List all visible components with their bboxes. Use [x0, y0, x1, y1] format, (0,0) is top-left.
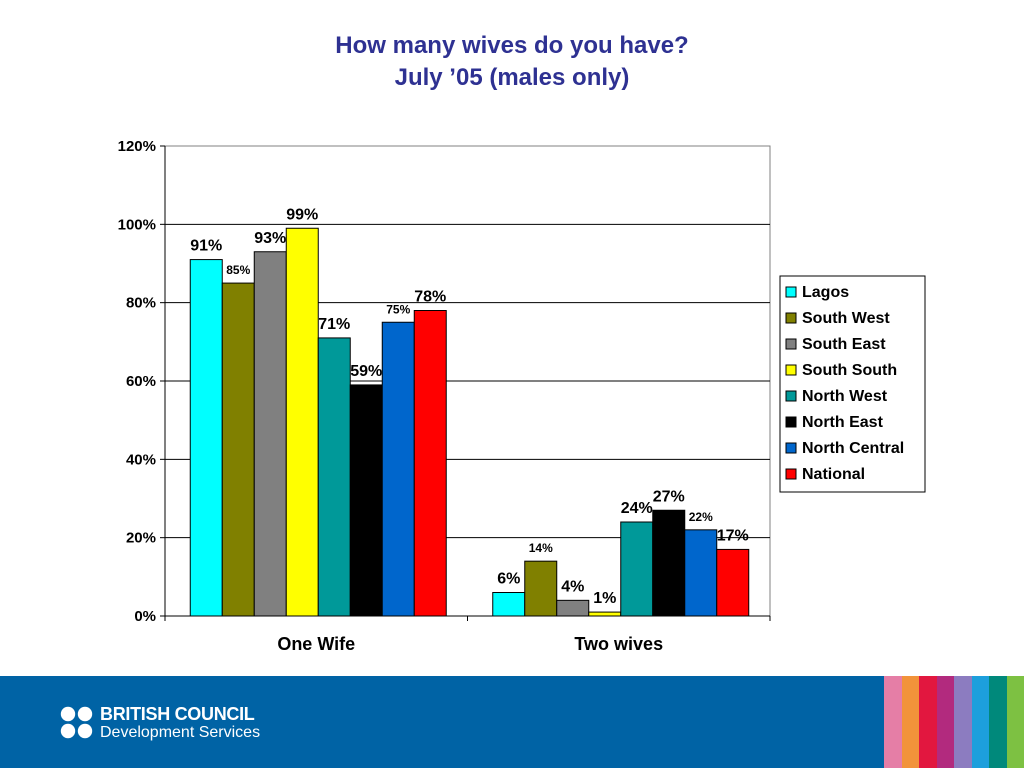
bar-south-west: [221, 282, 255, 617]
data-label: 14%: [529, 541, 553, 555]
legend-entry: South South: [802, 362, 897, 379]
bar-north-west: [317, 337, 351, 617]
bar-south-south: [285, 227, 319, 617]
y-tick-label: 120%: [118, 138, 156, 155]
data-label: 71%: [318, 316, 350, 333]
bar-north-central: [381, 321, 415, 617]
legend: [779, 275, 926, 493]
data-label: 78%: [414, 289, 446, 306]
y-tick-label: 20%: [126, 530, 156, 547]
legend-swatch: [785, 442, 797, 454]
legend-swatch: [785, 416, 797, 428]
y-tick-label: 80%: [126, 295, 156, 312]
legend-swatch: [785, 286, 797, 298]
data-label: 59%: [350, 363, 382, 380]
legend-swatch: [785, 312, 797, 324]
stripe-1: [884, 676, 902, 768]
legend-swatch: [785, 468, 797, 480]
data-label: 4%: [561, 578, 584, 595]
data-label: 17%: [717, 527, 749, 544]
title-line-1: How many wives do you have?: [335, 32, 689, 59]
bar-south-east: [253, 251, 287, 617]
data-label: 75%: [386, 302, 410, 316]
color-stripes: [884, 676, 1024, 768]
bar-chart: 0% 20% 40% 60% 80% 100% 120% 91% 85% 93%99% 71% 59%…: [118, 138, 926, 654]
bar-lagos: [492, 592, 526, 617]
stripe-3: [919, 676, 937, 768]
bar-national: [716, 548, 750, 617]
title-line-2: July ’05 (males only): [394, 64, 630, 91]
bar-north-central: [684, 529, 718, 617]
legend-entry: North Central: [802, 440, 904, 457]
data-label: 91%: [190, 238, 222, 255]
data-label: 1%: [593, 590, 616, 607]
stripe-6: [971, 676, 989, 768]
data-label: 24%: [621, 500, 653, 517]
data-label: 6%: [497, 571, 520, 588]
brand-name: BRITISH COUNCIL: [100, 704, 255, 724]
data-label: 27%: [653, 488, 685, 505]
y-tick-label: 60%: [126, 373, 156, 390]
bar-south-west: [524, 560, 558, 617]
bar-north-east: [652, 509, 686, 617]
legend-entry: South East: [802, 336, 886, 353]
legend-entry: South West: [802, 310, 890, 327]
stripe-8: [1006, 676, 1024, 768]
british-council-logo-icon: [60, 706, 93, 739]
chart-title: How many wives do you have? July ’05 (ma…: [0, 30, 1024, 94]
legend-swatch: [785, 338, 797, 350]
legend-entry: National: [802, 466, 865, 483]
bar-lagos: [189, 259, 223, 617]
stripe-7: [989, 676, 1007, 768]
stripe-5: [954, 676, 972, 768]
bar-national: [413, 310, 447, 617]
y-tick-label: 40%: [126, 451, 156, 468]
stripe-4: [936, 676, 954, 768]
data-label: 99%: [286, 206, 318, 223]
stripe-2: [901, 676, 919, 768]
data-label: 93%: [254, 230, 286, 247]
y-tick-label: 0%: [134, 608, 156, 625]
bar-north-west: [620, 521, 654, 617]
data-label: 22%: [689, 510, 713, 524]
bar-south-east: [556, 599, 590, 617]
brand-logo-text: BRITISH COUNCIL Development Services: [100, 705, 260, 742]
bar-north-east: [349, 384, 383, 617]
data-label: 85%: [226, 263, 250, 277]
legend-entry: North East: [802, 414, 884, 431]
legend-swatch: [785, 364, 797, 376]
bar-south-south: [588, 611, 622, 617]
legend-entry: North West: [802, 388, 888, 405]
legend-entry: Lagos: [802, 284, 849, 301]
legend-swatch: [785, 390, 797, 402]
brand-subtitle: Development Services: [100, 724, 261, 741]
y-tick-label: 100%: [118, 216, 156, 233]
x-tick-label: One Wife: [277, 634, 355, 654]
footer-bar: [0, 676, 1024, 768]
x-tick-label: Two wives: [574, 634, 663, 654]
